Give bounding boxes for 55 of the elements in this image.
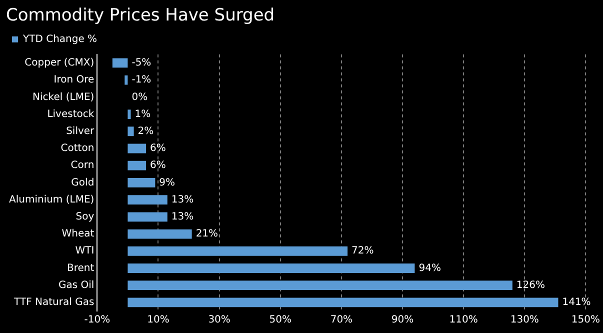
data-label: 6% xyxy=(150,143,166,154)
bar xyxy=(128,195,168,205)
y-tick-label: Nickel (LME) xyxy=(32,92,94,103)
bar xyxy=(128,178,156,188)
y-tick-label: Copper (CMX) xyxy=(24,58,94,69)
chart-title: Commodity Prices Have Surged xyxy=(6,6,275,26)
data-label: -1% xyxy=(132,74,152,86)
y-tick-label: Wheat xyxy=(62,228,94,240)
x-tick-label: 90% xyxy=(391,314,414,326)
legend-label: YTD Change % xyxy=(22,34,98,45)
y-tick-label: Aluminium (LME) xyxy=(9,194,94,206)
y-tick-label: Livestock xyxy=(47,108,94,120)
data-label: 13% xyxy=(171,212,194,223)
y-tick-label: Gas Oil xyxy=(58,280,94,291)
data-label: 126% xyxy=(516,280,546,291)
data-label: -5% xyxy=(132,58,152,69)
bar xyxy=(128,264,415,273)
bar xyxy=(128,126,134,136)
x-tick-label: 130% xyxy=(510,314,539,326)
x-tick-label: 30% xyxy=(208,314,230,326)
y-tick-label: Corn xyxy=(70,160,94,172)
x-tick-label: 10% xyxy=(147,314,170,326)
x-tick-label: 50% xyxy=(269,314,292,326)
bar xyxy=(128,229,192,239)
y-tick-label: Cotton xyxy=(60,143,94,154)
bar xyxy=(128,144,146,154)
x-tick-label: 150% xyxy=(571,314,600,326)
bar xyxy=(128,110,131,119)
bar xyxy=(128,212,168,222)
data-label: 6% xyxy=(150,160,166,172)
y-tick-label: Silver xyxy=(66,126,96,137)
x-tick-label: 70% xyxy=(330,314,353,326)
bar xyxy=(128,280,512,290)
y-tick-label: Gold xyxy=(71,177,94,188)
bar xyxy=(128,160,146,170)
data-label: 72% xyxy=(352,246,374,257)
data-label: 94% xyxy=(418,262,441,274)
bar xyxy=(112,58,128,68)
data-label: 13% xyxy=(171,194,194,206)
data-label: 141% xyxy=(562,297,591,308)
data-label: 21% xyxy=(196,228,218,240)
y-tick-label: Soy xyxy=(76,212,94,223)
data-label: 1% xyxy=(134,108,151,120)
bar xyxy=(124,75,128,85)
data-label: 9% xyxy=(159,177,176,188)
x-tick-label: 110% xyxy=(449,314,478,326)
bar xyxy=(128,298,558,308)
y-tick-label: Brent xyxy=(67,262,94,274)
y-tick-label: WTI xyxy=(75,246,94,257)
data-label: 0% xyxy=(132,92,148,103)
y-tick-label: Iron Ore xyxy=(54,74,94,86)
x-tick-label: -10% xyxy=(84,314,110,326)
y-tick-label: TTF Natural Gas xyxy=(13,297,94,308)
data-label: 2% xyxy=(138,126,154,137)
bar xyxy=(128,246,348,256)
